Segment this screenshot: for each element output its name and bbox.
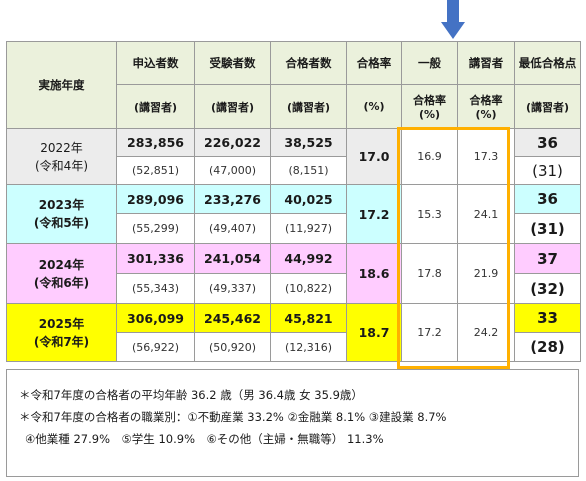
min-score-course-cell: (28) bbox=[514, 332, 581, 362]
general-rate-cell: 17.8 bbox=[401, 243, 458, 304]
header-course: 講習者 bbox=[457, 41, 515, 85]
passers-course-cell: (11,927) bbox=[270, 213, 347, 244]
table-row-2023: 2023年 (令和5年) 289,096 233,276 40,025 17.2 … bbox=[6, 184, 581, 244]
general-rate-cell: 17.2 bbox=[401, 303, 458, 362]
year-cell: 2023年 (令和5年) bbox=[6, 184, 117, 244]
header-passers-course: (講習者) bbox=[270, 84, 347, 129]
general-rate-cell: 16.9 bbox=[401, 128, 458, 185]
min-score-cell: 36 bbox=[514, 128, 581, 157]
note-occupation-cont: ④他業種 27.9% ⑤学生 10.9% ⑥その他（主婦・無職等） 11.3% bbox=[25, 432, 384, 446]
min-score-course-cell: (32) bbox=[514, 273, 581, 304]
down-arrow-icon bbox=[441, 0, 465, 39]
header-examinees: 受験者数 bbox=[194, 41, 271, 85]
min-score-course-cell: (31) bbox=[514, 156, 581, 185]
header-general-rate: 合格率 (%) bbox=[401, 84, 458, 129]
rate-cell: 18.7 bbox=[346, 303, 402, 362]
notes-box: ＊令和7年度の合格者の平均年齢 36.2 歳（男 36.4歳 女 35.9歳） … bbox=[6, 369, 579, 477]
passers-cell: 45,821 bbox=[270, 303, 347, 333]
applicants-course-cell: (55,343) bbox=[116, 273, 195, 304]
passers-cell: 38,525 bbox=[270, 128, 347, 157]
rate-cell: 18.6 bbox=[346, 243, 402, 304]
examinees-course-cell: (47,000) bbox=[194, 156, 271, 185]
examinees-course-cell: (50,920) bbox=[194, 332, 271, 362]
passers-course-cell: (8,151) bbox=[270, 156, 347, 185]
header-examinees-course: (講習者) bbox=[194, 84, 271, 129]
applicants-cell: 289,096 bbox=[116, 184, 195, 214]
header-rate: 合格率 bbox=[346, 41, 402, 85]
examinees-cell: 233,276 bbox=[194, 184, 271, 214]
applicants-course-cell: (56,922) bbox=[116, 332, 195, 362]
course-rate-cell: 24.2 bbox=[457, 303, 515, 362]
rate-cell: 17.0 bbox=[346, 128, 402, 185]
year-cell: 2022年 (令和4年) bbox=[6, 128, 117, 185]
year-cell: 2025年 (令和7年) bbox=[6, 303, 117, 362]
min-score-cell: 37 bbox=[514, 243, 581, 274]
course-rate-cell: 21.9 bbox=[457, 243, 515, 304]
general-rate-cell: 15.3 bbox=[401, 184, 458, 244]
passers-cell: 40,025 bbox=[270, 184, 347, 214]
examinees-cell: 226,022 bbox=[194, 128, 271, 157]
examinees-course-cell: (49,407) bbox=[194, 213, 271, 244]
passers-cell: 44,992 bbox=[270, 243, 347, 274]
exam-results-table: 実施年度 申込者数 受験者数 合格者数 合格率 一般 講習者 最低合格点 (講習… bbox=[6, 41, 581, 362]
passers-course-cell: (10,822) bbox=[270, 273, 347, 304]
min-score-cell: 36 bbox=[514, 184, 581, 214]
header-general: 一般 bbox=[401, 41, 458, 85]
header-min-score: 最低合格点 bbox=[514, 41, 581, 85]
applicants-cell: 306,099 bbox=[116, 303, 195, 333]
year-cell: 2024年 (令和6年) bbox=[6, 243, 117, 304]
header-course-rate: 合格率 (%) bbox=[457, 84, 515, 129]
min-score-course-cell: (31) bbox=[514, 213, 581, 244]
table-row-2024: 2024年 (令和6年) 301,336 241,054 44,992 18.6 … bbox=[6, 243, 581, 304]
applicants-course-cell: (52,851) bbox=[116, 156, 195, 185]
course-rate-cell: 24.1 bbox=[457, 184, 515, 244]
applicants-cell: 283,856 bbox=[116, 128, 195, 157]
applicants-cell: 301,336 bbox=[116, 243, 195, 274]
header-passers: 合格者数 bbox=[270, 41, 347, 85]
passers-course-cell: (12,316) bbox=[270, 332, 347, 362]
note-average-age: ＊令和7年度の合格者の平均年齢 36.2 歳（男 36.4歳 女 35.9歳） bbox=[19, 388, 363, 402]
examinees-cell: 241,054 bbox=[194, 243, 271, 274]
examinees-cell: 245,462 bbox=[194, 303, 271, 333]
table-row-2025: 2025年 (令和7年) 306,099 245,462 45,821 18.7 … bbox=[6, 303, 581, 362]
header-year: 実施年度 bbox=[6, 41, 117, 129]
min-score-cell: 33 bbox=[514, 303, 581, 333]
examinees-course-cell: (49,337) bbox=[194, 273, 271, 304]
course-rate-cell: 17.3 bbox=[457, 128, 515, 185]
header-applicants-course: (講習者) bbox=[116, 84, 195, 129]
applicants-course-cell: (55,299) bbox=[116, 213, 195, 244]
header-rate-unit: (%) bbox=[346, 84, 402, 129]
note-occupation: ＊令和7年度の合格者の職業別：①不動産業 33.2% ②金融業 8.1% ③建設… bbox=[19, 410, 447, 424]
rate-cell: 17.2 bbox=[346, 184, 402, 244]
header-min-course: (講習者) bbox=[514, 84, 581, 129]
table-row-2022: 2022年 (令和4年) 283,856 226,022 38,525 17.0 … bbox=[6, 128, 581, 185]
header-applicants: 申込者数 bbox=[116, 41, 195, 85]
